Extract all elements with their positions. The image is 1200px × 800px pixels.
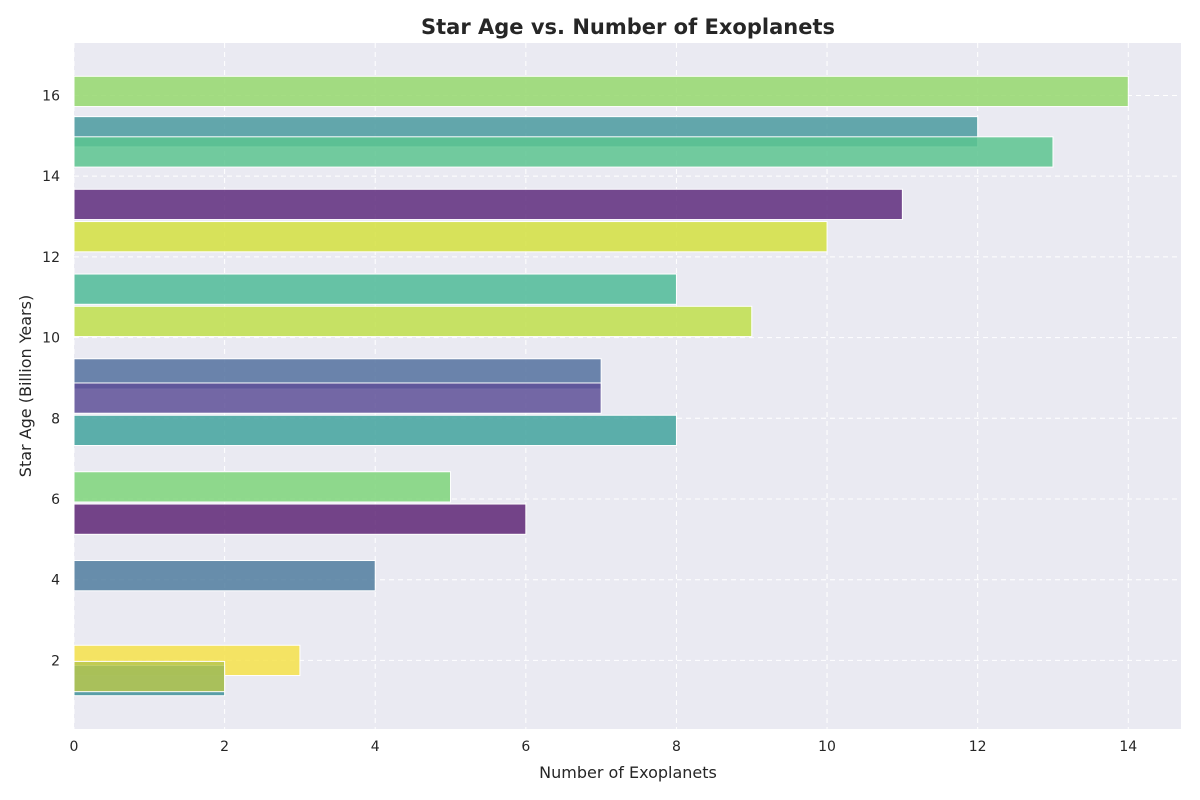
x-tick-label: 2	[220, 739, 229, 755]
bar	[73, 503, 527, 535]
bar	[73, 273, 677, 305]
bar	[73, 414, 677, 447]
x-tick-labels: 0 2 4 6 8 10 12 14	[70, 739, 1138, 755]
y-tick-label: 16	[42, 88, 60, 104]
bars	[73, 75, 1129, 697]
bar	[73, 560, 376, 592]
y-tick-label: 14	[42, 169, 60, 185]
bar	[73, 305, 753, 338]
bar	[73, 75, 1129, 108]
x-tick-label: 14	[1119, 739, 1137, 755]
x-tick-label: 4	[371, 739, 380, 755]
y-tick-label: 6	[51, 492, 60, 508]
bar	[73, 221, 828, 253]
bar	[73, 382, 602, 414]
y-tick-label: 8	[51, 411, 60, 427]
x-tick-label: 6	[521, 739, 530, 755]
y-tick-label: 10	[42, 331, 60, 347]
x-tick-label: 0	[70, 739, 79, 755]
x-tick-label: 10	[818, 739, 836, 755]
y-axis-label: Star Age (Billion Years)	[16, 295, 35, 477]
x-tick-label: 12	[969, 739, 987, 755]
chart-title: Star Age vs. Number of Exoplanets	[421, 15, 835, 39]
y-tick-label: 2	[51, 653, 60, 669]
y-tick-labels: 2 4 6 8 10 12 14 16	[42, 88, 60, 669]
bar	[73, 471, 452, 503]
bar	[73, 660, 226, 693]
bar	[73, 136, 1054, 168]
bar	[73, 188, 903, 221]
y-tick-label: 12	[42, 250, 60, 266]
y-tick-label: 4	[51, 573, 60, 589]
x-axis-label: Number of Exoplanets	[539, 763, 717, 782]
x-tick-label: 8	[672, 739, 681, 755]
